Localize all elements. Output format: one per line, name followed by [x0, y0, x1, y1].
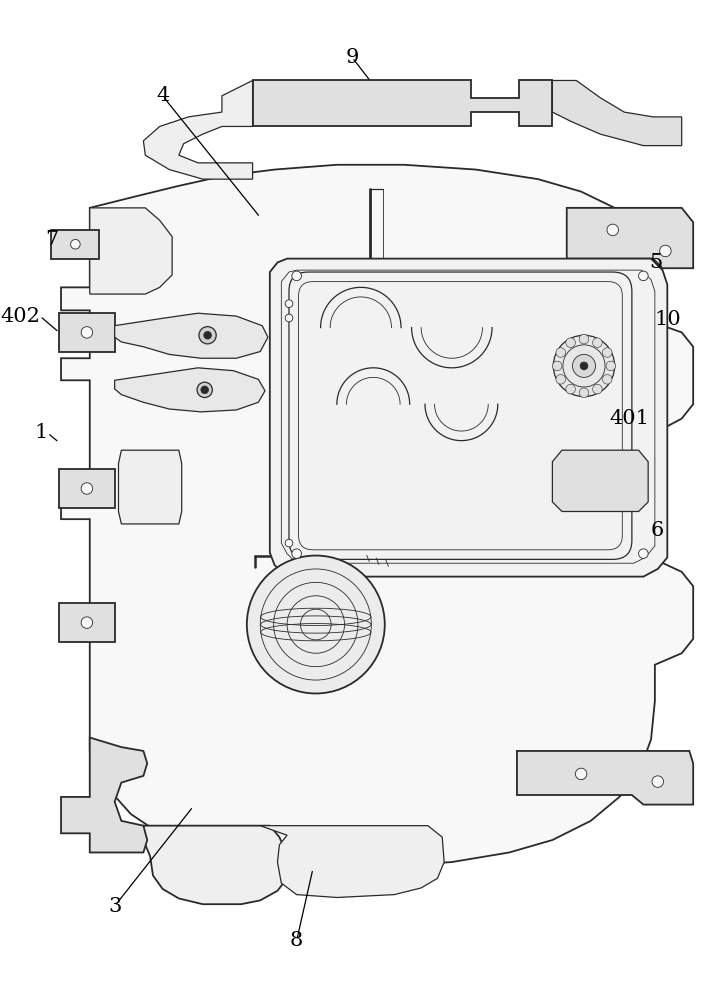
- Circle shape: [204, 331, 212, 339]
- FancyArrowPatch shape: [366, 555, 369, 562]
- Text: 402: 402: [0, 307, 40, 326]
- FancyArrowPatch shape: [377, 558, 379, 564]
- Circle shape: [639, 271, 648, 281]
- Polygon shape: [253, 80, 552, 126]
- Circle shape: [292, 271, 302, 281]
- Circle shape: [579, 388, 589, 398]
- Text: 4: 4: [156, 86, 169, 105]
- Circle shape: [81, 617, 93, 628]
- Polygon shape: [90, 208, 172, 294]
- Polygon shape: [567, 208, 693, 268]
- Polygon shape: [143, 80, 253, 179]
- Circle shape: [201, 386, 209, 394]
- Circle shape: [554, 335, 615, 397]
- Circle shape: [606, 361, 616, 371]
- Circle shape: [556, 375, 565, 384]
- Circle shape: [603, 375, 612, 384]
- Text: 1: 1: [35, 423, 48, 442]
- Circle shape: [603, 348, 612, 357]
- Text: 10: 10: [654, 310, 680, 329]
- Text: 8: 8: [290, 931, 303, 950]
- Polygon shape: [119, 450, 181, 524]
- Circle shape: [81, 327, 93, 338]
- Polygon shape: [114, 313, 268, 358]
- Circle shape: [81, 483, 93, 494]
- Circle shape: [552, 361, 562, 371]
- Circle shape: [199, 327, 216, 344]
- Text: 401: 401: [610, 409, 650, 428]
- Circle shape: [556, 348, 565, 357]
- Text: 5: 5: [649, 253, 662, 272]
- Circle shape: [285, 314, 293, 322]
- Text: 9: 9: [346, 48, 359, 67]
- Circle shape: [566, 338, 575, 347]
- Circle shape: [285, 300, 293, 307]
- Circle shape: [197, 382, 212, 398]
- Text: 3: 3: [108, 897, 122, 916]
- Circle shape: [660, 245, 671, 257]
- Polygon shape: [59, 469, 114, 508]
- Circle shape: [652, 776, 664, 787]
- Circle shape: [285, 539, 293, 547]
- Polygon shape: [61, 165, 693, 866]
- Circle shape: [575, 768, 587, 780]
- Circle shape: [580, 362, 588, 370]
- Circle shape: [607, 224, 618, 236]
- Polygon shape: [260, 826, 444, 897]
- Polygon shape: [61, 738, 147, 852]
- Polygon shape: [114, 368, 265, 412]
- Circle shape: [572, 354, 595, 377]
- Polygon shape: [51, 230, 99, 259]
- Circle shape: [292, 549, 302, 558]
- Polygon shape: [519, 80, 682, 146]
- FancyArrowPatch shape: [386, 560, 389, 566]
- Circle shape: [579, 334, 589, 344]
- Circle shape: [639, 549, 648, 558]
- Circle shape: [566, 384, 575, 394]
- Polygon shape: [59, 603, 114, 642]
- Circle shape: [593, 338, 602, 347]
- Text: 7: 7: [45, 230, 58, 249]
- Polygon shape: [517, 751, 693, 805]
- Text: 6: 6: [651, 521, 665, 540]
- Circle shape: [71, 239, 80, 249]
- Polygon shape: [59, 313, 114, 352]
- Polygon shape: [143, 826, 287, 904]
- Circle shape: [593, 384, 602, 394]
- Circle shape: [247, 556, 384, 693]
- Polygon shape: [270, 259, 667, 577]
- Polygon shape: [552, 450, 648, 511]
